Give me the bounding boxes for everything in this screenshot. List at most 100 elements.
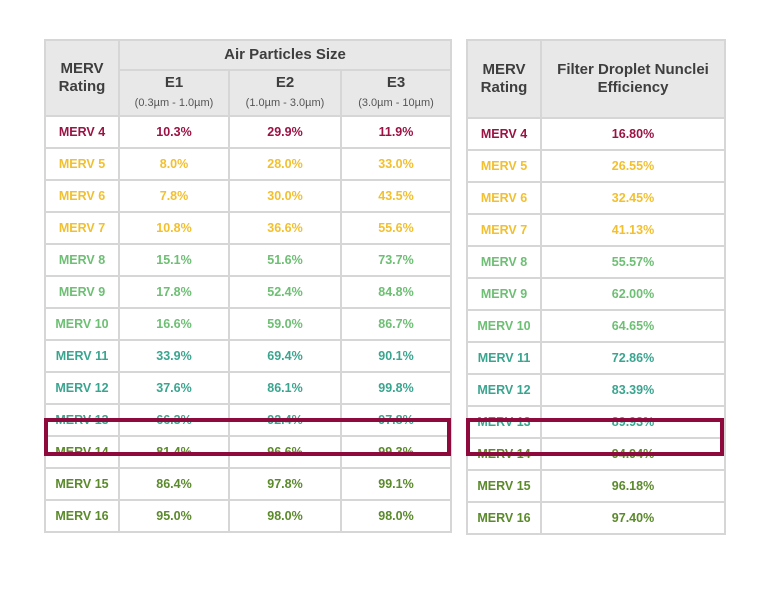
merv-rating-cell: MERV 5: [44, 147, 120, 181]
merv-rating-cell: MERV 7: [44, 211, 120, 245]
efficiency-cell: 16.80%: [540, 117, 726, 151]
e1-range: (0.3µm - 1.0µm): [134, 97, 214, 109]
e2-cell: 51.6%: [228, 243, 342, 277]
merv-rating-cell: MERV 12: [44, 371, 120, 405]
merv-rating-cell: MERV 9: [44, 275, 120, 309]
table-row: MERV 15 96.18%: [466, 469, 726, 503]
e1-cell: 86.4%: [118, 467, 230, 501]
merv-rating-cell: MERV 15: [44, 467, 120, 501]
e1-header: E1 (0.3µm - 1.0µm): [118, 69, 230, 117]
efficiency-cell: 94.94%: [540, 437, 726, 471]
merv-rating-cell: MERV 16: [466, 501, 542, 535]
table-row: MERV 12 37.6% 86.1% 99.8%: [44, 371, 453, 405]
e1-cell: 37.6%: [118, 371, 230, 405]
table-row: MERV 9 17.8% 52.4% 84.8%: [44, 275, 453, 309]
efficiency-cell: 64.65%: [540, 309, 726, 343]
merv-rating-cell: MERV 13: [466, 405, 542, 439]
e2-header: E2 (1.0µm - 3.0µm): [228, 69, 342, 117]
header-line: Rating: [480, 79, 528, 96]
e2-cell: 59.0%: [228, 307, 342, 341]
table-row: MERV 10 64.65%: [466, 309, 726, 343]
efficiency-cell: 26.55%: [540, 149, 726, 183]
e3-cell: 97.8%: [339, 403, 453, 437]
table-row: MERV 10 16.6% 59.0% 86.7%: [44, 307, 453, 341]
e2-cell: 98.0%: [228, 499, 342, 533]
e3-cell: 98.0%: [339, 499, 453, 533]
table-row: MERV 8 55.57%: [466, 245, 726, 279]
e3-label: E3: [386, 74, 406, 91]
table-row: MERV 7 41.13%: [466, 213, 726, 247]
merv-rating-cell: MERV 7: [466, 213, 542, 247]
e3-cell: 43.5%: [339, 179, 453, 213]
table-row: MERV 15 86.4% 97.8% 99.1%: [44, 467, 453, 501]
e1-cell: 81.4%: [118, 435, 230, 469]
e2-cell: 52.4%: [228, 275, 342, 309]
merv-rating-cell: MERV 12: [466, 373, 542, 407]
merv-rating-cell: MERV 11: [44, 339, 120, 373]
merv-rating-cell: MERV 10: [466, 309, 542, 343]
table-row: MERV 6 7.8% 30.0% 43.5%: [44, 179, 453, 213]
header-line: Filter Droplet Nunclei: [557, 61, 709, 78]
merv-rating-cell: MERV 5: [466, 149, 542, 183]
e2-cell: 96.6%: [228, 435, 342, 469]
table-row: MERV 11 33.9% 69.4% 90.1%: [44, 339, 453, 373]
merv-rating-cell: MERV 8: [466, 245, 542, 279]
efficiency-cell: 32.45%: [540, 181, 726, 215]
e3-cell: 55.6%: [339, 211, 453, 245]
efficiency-cell: 55.57%: [540, 245, 726, 279]
e1-cell: 16.6%: [118, 307, 230, 341]
e1-cell: 10.3%: [118, 115, 230, 149]
header-line: Efficiency: [597, 79, 669, 96]
e2-cell: 86.1%: [228, 371, 342, 405]
e2-cell: 69.4%: [228, 339, 342, 373]
efficiency-cell: 72.86%: [540, 341, 726, 375]
e2-range: (1.0µm - 3.0µm): [245, 97, 325, 109]
efficiency-header: Filter Droplet Nunclei Efficiency: [540, 39, 726, 119]
table-row: MERV 8 15.1% 51.6% 73.7%: [44, 243, 453, 277]
merv-rating-cell: MERV 13: [44, 403, 120, 437]
merv-rating-cell: MERV 14: [466, 437, 542, 471]
e2-cell: 30.0%: [228, 179, 342, 213]
e1-cell: 10.8%: [118, 211, 230, 245]
merv-rating-cell: MERV 11: [466, 341, 542, 375]
table-row: MERV 14 81.4% 96.6% 99.3%: [44, 435, 453, 469]
e2-label: E2: [275, 74, 295, 91]
efficiency-cell: 97.40%: [540, 501, 726, 535]
e3-cell: 86.7%: [339, 307, 453, 341]
header-line: Rating: [58, 78, 106, 95]
e3-cell: 99.3%: [339, 435, 453, 469]
e1-cell: 8.0%: [118, 147, 230, 181]
table-row: MERV 6 32.45%: [466, 181, 726, 215]
merv-rating-header: MERV Rating: [44, 39, 120, 117]
e2-cell: 36.6%: [228, 211, 342, 245]
e3-cell: 90.1%: [339, 339, 453, 373]
droplet-nuclei-table: MERV Rating Filter Droplet Nunclei Effic…: [466, 39, 726, 535]
e2-cell: 92.4%: [228, 403, 342, 437]
merv-rating-cell: MERV 4: [44, 115, 120, 149]
merv-rating-cell: MERV 9: [466, 277, 542, 311]
table-row: MERV 11 72.86%: [466, 341, 726, 375]
table-row: MERV 16 97.40%: [466, 501, 726, 535]
table-row: MERV 4 10.3% 29.9% 11.9%: [44, 115, 453, 149]
air-particles-table: MERV Rating Air Particles Size E1 (0.3µm …: [44, 39, 453, 533]
table-row: MERV 13 66.3% 92.4% 97.8%: [44, 403, 453, 437]
table-row: MERV 9 62.00%: [466, 277, 726, 311]
e3-cell: 84.8%: [339, 275, 453, 309]
efficiency-cell: 89.93%: [540, 405, 726, 439]
e1-cell: 66.3%: [118, 403, 230, 437]
e1-cell: 17.8%: [118, 275, 230, 309]
merv-rating-cell: MERV 10: [44, 307, 120, 341]
table-row: MERV 5 8.0% 28.0% 33.0%: [44, 147, 453, 181]
table-row: MERV 14 94.94%: [466, 437, 726, 471]
e3-cell: 73.7%: [339, 243, 453, 277]
efficiency-cell: 83.39%: [540, 373, 726, 407]
table-row: MERV 12 83.39%: [466, 373, 726, 407]
e1-cell: 95.0%: [118, 499, 230, 533]
e3-cell: 99.1%: [339, 467, 453, 501]
merv-rating-cell: MERV 6: [466, 181, 542, 215]
air-particles-size-header: Air Particles Size: [117, 39, 453, 71]
table-row: MERV 7 10.8% 36.6% 55.6%: [44, 211, 453, 245]
merv-rating-cell: MERV 14: [44, 435, 120, 469]
table-row: MERV 16 95.0% 98.0% 98.0%: [44, 499, 453, 533]
header-line: MERV: [482, 61, 526, 78]
